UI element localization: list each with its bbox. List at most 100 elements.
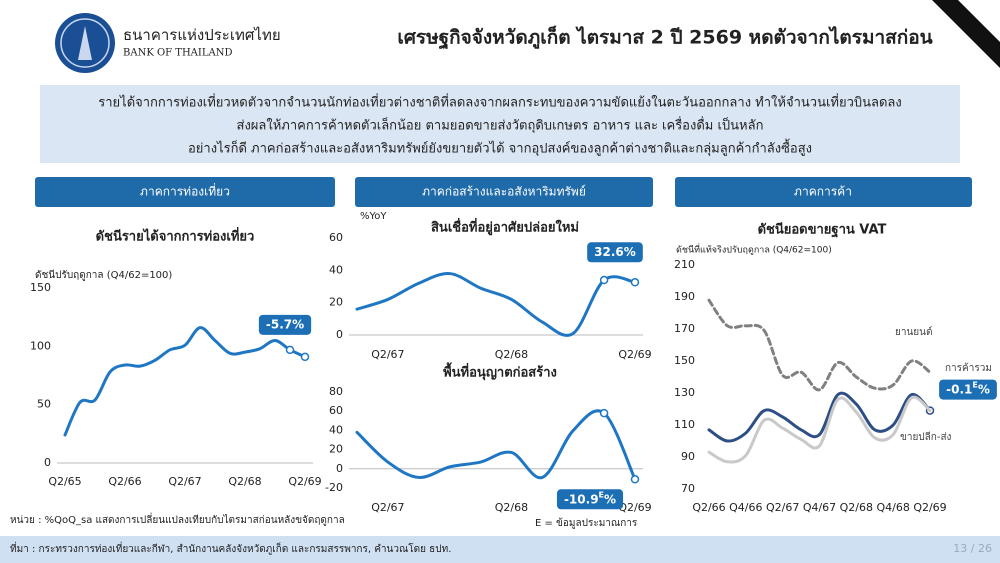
data-line [63, 326, 307, 437]
x-tick-label: Q4/66 [729, 501, 762, 514]
callout-text: -0.1E% [946, 380, 990, 396]
callout-text: -5.7% [266, 317, 304, 331]
y-tick-label: -20 [325, 481, 343, 494]
highlight-point [599, 408, 609, 418]
callout-text: 32.6% [594, 245, 636, 259]
data-line [707, 298, 932, 392]
x-tick-label: Q2/69 [618, 501, 651, 514]
section-title: ภาคการท่องเที่ยว [140, 183, 230, 199]
summary-line: รายได้จากการท่องเที่ยวหดตัวจากจำนวนนักท่… [98, 94, 902, 111]
callout-superscript: E [972, 380, 977, 389]
y-tick-label: 60 [329, 404, 343, 417]
mourning-ribbon [932, 0, 1000, 68]
y-axis-label: %YoY [360, 211, 387, 222]
summary-line: ส่งผลให้ภาคการค้าหดตัวเล็กน้อย ตามยอดขาย… [237, 116, 764, 134]
data-line [707, 395, 932, 464]
x-tick-label: Q2/66 [692, 501, 725, 514]
x-tick-label: Q2/69 [288, 475, 321, 488]
y-tick-label: 100 [30, 339, 51, 352]
x-tick-label: Q2/68 [840, 501, 873, 514]
y-tick-label: 40 [329, 423, 343, 436]
y-tick-label: 0 [336, 328, 343, 341]
callout-number: -0.1 [946, 382, 972, 396]
org-th: ธนาคารแห่งประเทศไทย [123, 26, 281, 44]
y-tick-label: 90 [681, 450, 695, 463]
x-tick-label: Q2/67 [766, 501, 799, 514]
chart-title: ดัชนียอดขายฐาน VAT [758, 222, 887, 239]
callout-superscript: E [599, 490, 604, 499]
callout-unit: % [978, 382, 990, 396]
y-tick-label: 170 [674, 322, 695, 335]
callout-box [939, 379, 997, 400]
section-header [355, 177, 653, 207]
source-note: ที่มา : กระทรวงการท่องเที่ยวและกีฬา, สำน… [10, 541, 451, 555]
x-tick-label: Q2/68 [495, 501, 528, 514]
org-en: BANK OF THAILAND [123, 48, 232, 59]
y-tick-label: 20 [329, 443, 343, 456]
series-label: ขายปลีก-ส่ง [900, 431, 952, 443]
section-title: ภาคการค้า [794, 185, 852, 199]
y-tick-label: 0 [44, 456, 51, 469]
y-tick-label: 150 [674, 354, 695, 367]
callout-box [587, 242, 643, 263]
y-tick-label: 150 [30, 281, 51, 294]
x-tick-label: Q2/66 [108, 475, 141, 488]
highlight-point [300, 352, 310, 362]
x-tick-label: Q2/65 [48, 475, 81, 488]
data-line [355, 272, 637, 337]
estimate-note: E = ข้อมูลประมาณการ [535, 517, 638, 529]
data-line [707, 391, 932, 443]
callout-number: -10.9 [564, 492, 599, 506]
y-tick-label: 0 [336, 462, 343, 475]
chart-title: ดัชนีรายได้จากการท่องเที่ยว [96, 227, 255, 245]
highlight-point [285, 345, 295, 355]
y-axis-label: ดัชนีที่แท้จริงปรับฤดูกาล (Q4/62=100) [676, 243, 832, 256]
x-tick-label: Q2/68 [228, 475, 261, 488]
summary-line: อย่างไรก็ดี ภาคก่อสร้างและอสังหาริมทรัพย… [188, 139, 812, 157]
y-tick-label: 110 [674, 418, 695, 431]
x-tick-label: Q2/67 [371, 501, 404, 514]
x-tick-label: Q4/67 [803, 501, 836, 514]
unit-note: หน่วย : %QoQ_sa แสดงการเปลี่ยนแปลงเทียบก… [10, 512, 345, 526]
section-title: ภาคก่อสร้างและอสังหาริมทรัพย์ [422, 185, 586, 199]
callout-unit: % [604, 492, 616, 506]
y-tick-label: 40 [329, 263, 343, 276]
footer-band [0, 536, 1000, 563]
y-tick-label: 60 [329, 231, 343, 244]
x-tick-label: Q4/68 [876, 501, 909, 514]
x-tick-label: Q2/67 [168, 475, 201, 488]
logo-ring [60, 18, 110, 68]
y-axis-label: ดัชนีปรับฤดูกาล (Q4/62=100) [35, 269, 172, 281]
summary-box [40, 85, 960, 163]
callout-box [556, 489, 624, 510]
series-label: ยานยนต์ [895, 326, 933, 338]
highlight-point [599, 275, 609, 285]
x-tick-label: Q2/69 [913, 501, 946, 514]
logo-figure [78, 26, 92, 60]
series-label: การค้ารวม [945, 362, 992, 374]
y-tick-label: 50 [37, 398, 51, 411]
y-tick-label: 130 [674, 386, 695, 399]
page-number: 13 / 26 [953, 542, 992, 555]
ribbon-bg [930, 0, 1000, 70]
y-tick-label: 20 [329, 296, 343, 309]
chart-title: พื้นที่อนุญาตก่อสร้าง [443, 362, 557, 381]
value-callout: -0.1E% [939, 379, 997, 400]
callout-box [258, 314, 312, 335]
y-tick-label: 80 [329, 385, 343, 398]
x-tick-label: Q2/67 [371, 348, 404, 361]
y-tick-label: 70 [681, 482, 695, 495]
highlight-point [630, 278, 640, 287]
section-header [35, 177, 335, 207]
value-callout: -10.9E% [556, 489, 624, 510]
x-tick-label: Q2/68 [495, 348, 528, 361]
data-line [355, 409, 637, 481]
chart-title: สินเชื่อที่อยู่อาศัยปล่อยใหม่ [431, 218, 579, 236]
y-tick-label: 210 [674, 258, 695, 271]
highlight-point [630, 475, 640, 484]
page-title: เศรษฐกิจจังหวัดภูเก็ต ไตรมาส 2 ปี 2569 ห… [397, 25, 932, 51]
x-tick-label: Q2/69 [618, 348, 651, 361]
section-header [675, 177, 972, 207]
callout-text: -10.9E% [564, 490, 616, 506]
